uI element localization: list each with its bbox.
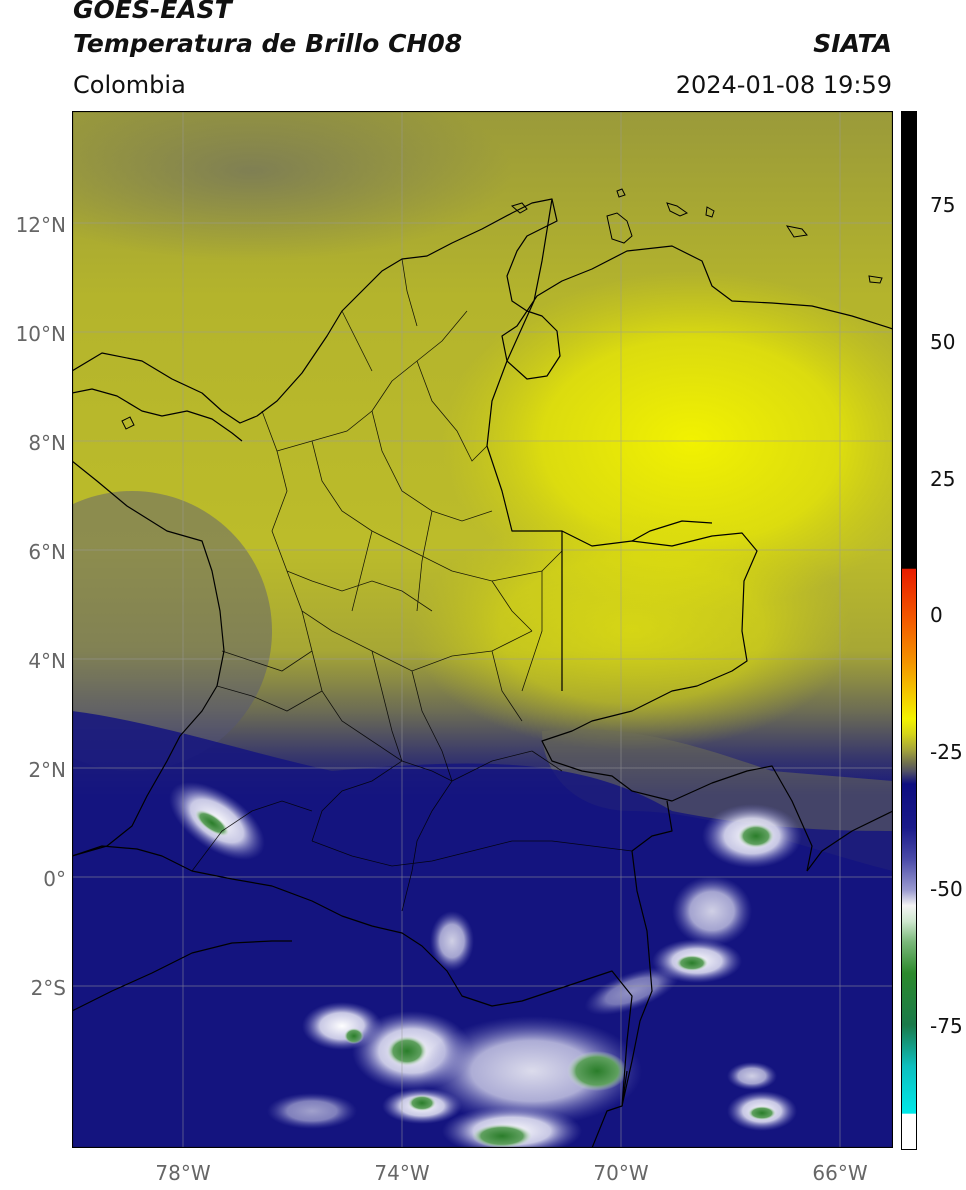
colorbar-tick: 25 bbox=[930, 467, 956, 491]
colorbar-tick: -25 bbox=[930, 740, 963, 764]
lon-label: 66°W bbox=[812, 1161, 867, 1185]
brightness-temperature-map bbox=[72, 111, 893, 1148]
colorbar-tick: -50 bbox=[930, 877, 963, 901]
agency-label: SIATA bbox=[813, 29, 892, 58]
datetime-label: 2024-01-08 19:59 bbox=[675, 71, 892, 99]
satellite-title: GOES-EAST bbox=[73, 0, 232, 24]
lat-label: 12°N bbox=[16, 213, 66, 237]
longitude-axis: 78°W 74°W 70°W 66°W bbox=[155, 1161, 867, 1185]
internal-borders bbox=[191, 258, 633, 912]
lon-label: 74°W bbox=[374, 1161, 429, 1185]
lat-label: 10°N bbox=[16, 322, 66, 346]
lat-label: 2°S bbox=[31, 976, 66, 1000]
colorbar-tick: 50 bbox=[930, 330, 956, 354]
colorbar-tick: -75 bbox=[930, 1014, 963, 1038]
caribbean-islands bbox=[121, 188, 883, 430]
country-borders bbox=[72, 198, 893, 1148]
lon-label: 78°W bbox=[155, 1161, 210, 1185]
lat-label: 8°N bbox=[28, 431, 66, 455]
lat-label: 6°N bbox=[28, 540, 66, 564]
map-gridlines bbox=[72, 111, 893, 1148]
lat-label: 0° bbox=[43, 867, 66, 891]
colorbar-tick: 75 bbox=[930, 193, 956, 217]
colorbar bbox=[901, 111, 917, 1150]
product-title: Temperatura de Brillo CH08 bbox=[73, 29, 463, 58]
region-label: Colombia bbox=[73, 71, 186, 99]
lat-label: 2°N bbox=[28, 758, 66, 782]
latitude-axis: 12°N 10°N 8°N 6°N 4°N 2°N 0° 2°S bbox=[16, 213, 66, 1000]
lat-label: 4°N bbox=[28, 649, 66, 673]
colorbar-tick: 0 bbox=[930, 603, 943, 627]
lon-label: 70°W bbox=[593, 1161, 648, 1185]
